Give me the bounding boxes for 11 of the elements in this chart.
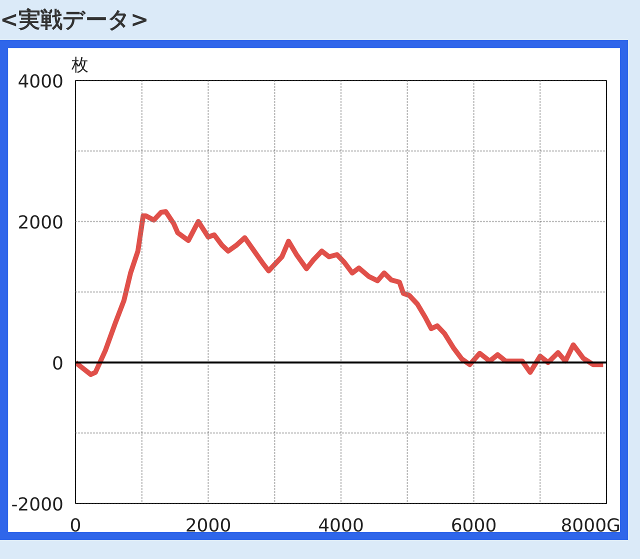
x-tick-label: 8000G bbox=[560, 516, 621, 536]
x-tick-label: 4000 bbox=[318, 516, 364, 536]
chart-title: <実戦データ> bbox=[0, 8, 149, 33]
x-tick-label: 0 bbox=[70, 516, 82, 536]
x-tick-label: 6000 bbox=[450, 516, 497, 536]
y-tick-label: 0 bbox=[52, 354, 64, 374]
y-axis-title: 枚 bbox=[70, 56, 88, 76]
y-tick-label: -2000 bbox=[11, 494, 64, 516]
y-tick-label: 2000 bbox=[18, 212, 64, 234]
y-tick-label: 4000 bbox=[18, 72, 64, 92]
x-tick-label: 2000 bbox=[185, 516, 232, 536]
